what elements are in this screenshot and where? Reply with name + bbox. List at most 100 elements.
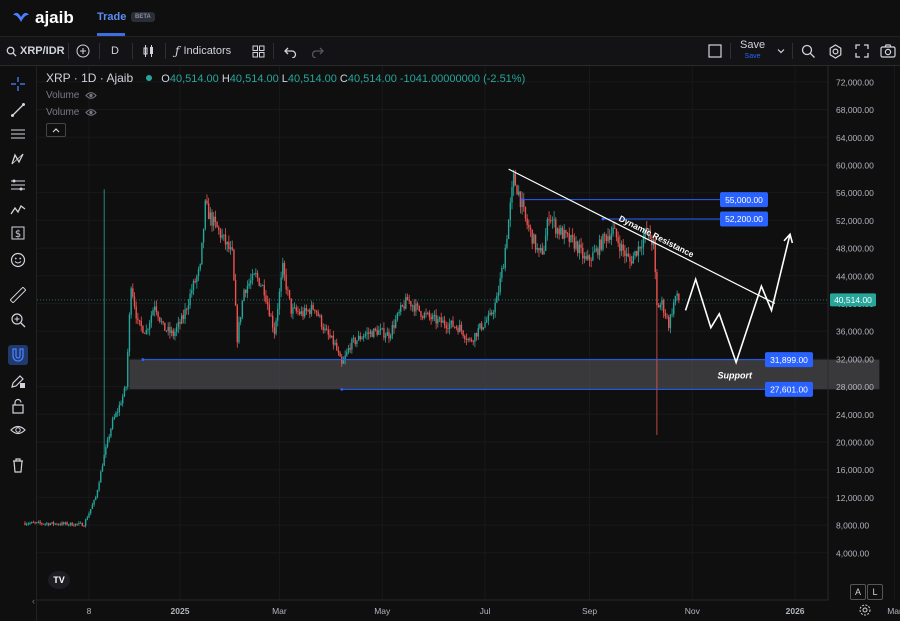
visibility-tool[interactable] — [8, 420, 28, 440]
candle-body — [450, 320, 453, 324]
candle-body — [391, 324, 394, 336]
magnet-tool[interactable] — [8, 345, 28, 365]
crosshair-tool[interactable] — [8, 74, 28, 94]
expand-button[interactable] — [855, 37, 869, 65]
y-tick-label: 60,000.00 — [836, 160, 874, 170]
candle-body — [418, 305, 420, 312]
high-value: 40,514.00 — [229, 73, 279, 85]
last-price-label: 40,514.00 — [834, 295, 872, 305]
candle-body — [271, 315, 274, 328]
candle-body — [427, 312, 429, 314]
horizontal-lines-tool[interactable] — [8, 124, 28, 144]
pattern-tool[interactable] — [8, 149, 28, 169]
candle-body — [533, 234, 535, 244]
indicators-button[interactable]: ƒ Indicators — [175, 37, 231, 65]
undo-button[interactable] — [284, 37, 297, 65]
candle-body — [588, 255, 591, 261]
price-range-tool[interactable]: $ — [8, 224, 28, 244]
ohlc-legend: XRP · 1D · Ajaib O40,514.00 H40,514.00 L… — [46, 71, 525, 85]
candle-body — [420, 311, 422, 317]
candle-body — [164, 322, 166, 331]
candle-body — [46, 523, 48, 525]
x-tick-label: Mar — [272, 606, 287, 616]
candle-body — [251, 274, 254, 281]
zoom-search-icon — [801, 44, 815, 58]
candle-body — [206, 200, 208, 204]
volume-indicator[interactable]: Volume — [46, 107, 98, 118]
candle-body — [327, 329, 329, 335]
delete-tool[interactable] — [8, 455, 28, 475]
tradingview-logo-icon[interactable]: TV — [48, 571, 70, 589]
undo-icon — [284, 47, 297, 58]
candle-body — [614, 227, 616, 229]
candle-body — [512, 173, 515, 188]
candle-body — [69, 522, 72, 525]
compare-button[interactable] — [76, 37, 90, 65]
candle-body — [96, 490, 99, 498]
candle-body — [49, 523, 51, 526]
candles — [24, 169, 680, 528]
forecast-tool[interactable] — [8, 200, 28, 220]
interval-button[interactable]: D — [111, 45, 119, 57]
candle-body — [609, 236, 611, 240]
candle-body — [229, 247, 232, 250]
ruler-tool[interactable] — [8, 285, 28, 305]
tab-trade[interactable]: Trade — [97, 11, 127, 23]
quick-search-button[interactable] — [801, 37, 816, 65]
candle-body — [634, 251, 636, 256]
emoji-tool[interactable] — [8, 250, 28, 270]
candle-body — [209, 212, 212, 220]
x-tick-label: 2026 — [786, 606, 805, 616]
trendline-tool[interactable] — [8, 100, 28, 120]
redo-button[interactable] — [311, 37, 324, 65]
lock-tool[interactable] — [8, 396, 28, 416]
candle-body — [430, 316, 432, 320]
chart-settings-button[interactable] — [859, 604, 871, 619]
symbol-search[interactable]: XRP/IDR — [6, 37, 65, 65]
candle-body — [207, 203, 210, 220]
eye-icon[interactable] — [85, 108, 98, 117]
fx-icon: ƒ — [175, 44, 180, 58]
y-tick-label: 4,000.00 — [836, 548, 869, 558]
candle-body — [351, 339, 353, 350]
level-anchor — [520, 198, 524, 201]
candle-body — [63, 522, 65, 524]
candle-body — [447, 328, 449, 329]
zoom-tool[interactable] — [8, 310, 28, 330]
screenshot-button[interactable] — [880, 37, 896, 65]
save-menu-button[interactable] — [776, 37, 786, 65]
chart-type-button[interactable] — [142, 37, 156, 65]
candle-body — [465, 339, 468, 341]
candle-body — [642, 237, 645, 248]
candle-body — [105, 446, 107, 455]
candle-body — [275, 320, 277, 334]
auto-scale-button[interactable]: A — [850, 584, 866, 600]
candle-body — [197, 269, 200, 277]
fib-tool[interactable] — [8, 175, 28, 195]
candle-body — [120, 403, 122, 406]
collapse-toolbar-icon[interactable]: ‹ — [32, 596, 35, 606]
settings-button[interactable] — [828, 37, 843, 65]
divider — [165, 43, 166, 59]
volume-indicator[interactable]: Volume — [46, 90, 98, 101]
log-scale-button[interactable]: L — [867, 584, 883, 600]
ajaib-logo-icon — [13, 12, 29, 22]
lines-icon — [11, 129, 25, 139]
candle-body — [639, 246, 641, 249]
high-label: H — [221, 73, 230, 85]
candle-body — [145, 330, 147, 334]
level-badge — [765, 381, 813, 397]
collapse-legend-button[interactable] — [46, 123, 66, 137]
eye-icon[interactable] — [85, 91, 98, 100]
candle-body — [357, 335, 360, 341]
candle-body — [388, 332, 390, 339]
gear-icon — [859, 604, 871, 616]
fullscreen-toggle[interactable] — [708, 37, 722, 65]
brand-logo[interactable]: ajaib — [12, 8, 74, 28]
candle-body — [172, 330, 174, 337]
layouts-button[interactable] — [252, 37, 265, 65]
level-badge — [720, 192, 768, 208]
candle-body — [201, 242, 203, 265]
save-button[interactable]: Save Save — [740, 37, 765, 65]
lock-draw-tool[interactable] — [8, 371, 28, 391]
